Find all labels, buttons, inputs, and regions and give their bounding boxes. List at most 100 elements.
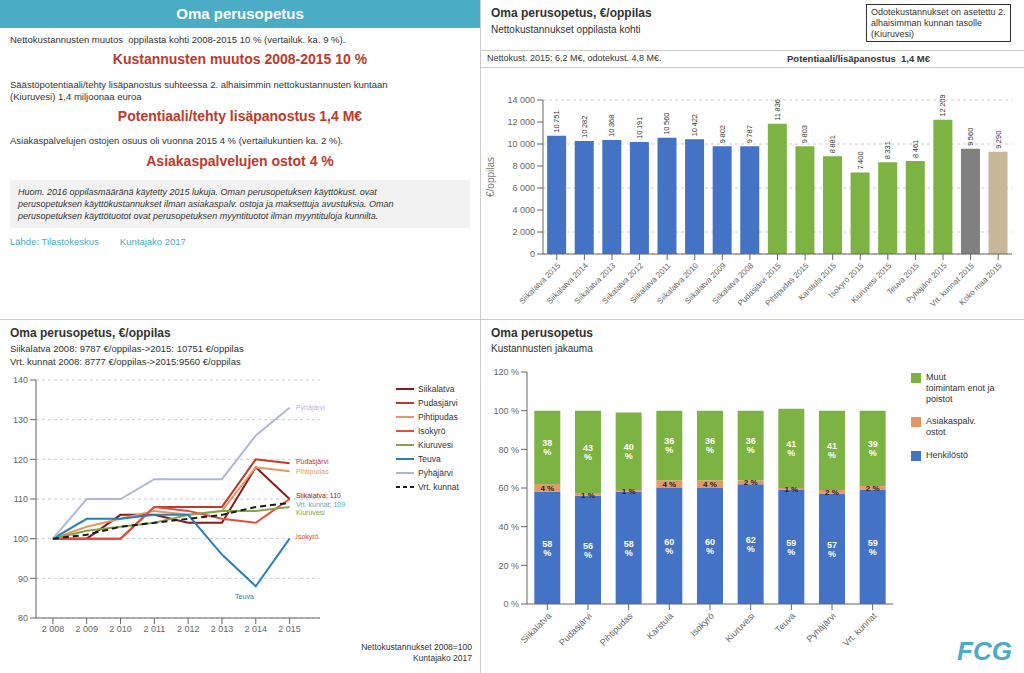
svg-text:20 %: 20 %: [498, 561, 519, 571]
svg-text:Pyhäjärvi: Pyhäjärvi: [296, 404, 325, 412]
svg-text:Vrt. kunnat; 109: Vrt. kunnat; 109: [296, 501, 345, 508]
svg-text:Isokyrö: Isokyrö: [296, 533, 319, 541]
svg-text:59%: 59%: [868, 538, 878, 557]
svg-text:2 %: 2 %: [825, 488, 839, 497]
svg-text:11 836: 11 836: [773, 99, 782, 121]
svg-text:12 000: 12 000: [507, 117, 535, 127]
svg-text:140: 140: [13, 375, 28, 385]
svg-text:€/oppilas: €/oppilas: [485, 157, 496, 197]
svg-text:2 014: 2 014: [244, 624, 267, 634]
svg-text:9 803: 9 803: [800, 125, 809, 143]
svg-text:14 000: 14 000: [507, 95, 535, 105]
svg-text:41%: 41%: [786, 439, 796, 458]
svg-text:2 009: 2 009: [75, 624, 98, 634]
svg-text:59%: 59%: [786, 538, 796, 557]
svg-text:10 191: 10 191: [635, 117, 644, 139]
svg-text:Isokyrö: Isokyrö: [688, 611, 716, 639]
svg-text:36%: 36%: [746, 436, 756, 455]
svg-text:41%: 41%: [827, 441, 837, 460]
svg-text:Siikalatva; 110: Siikalatva; 110: [296, 492, 341, 499]
svg-text:4 %: 4 %: [703, 480, 717, 489]
svg-text:Pudasjärvi: Pudasjärvi: [296, 458, 329, 466]
svg-text:10 282: 10 282: [580, 116, 589, 138]
svg-text:2 %: 2 %: [744, 478, 758, 487]
svg-text:Pihtipudas: Pihtipudas: [296, 468, 329, 476]
svg-text:100 %: 100 %: [493, 406, 519, 416]
svg-text:Kiuruvesi: Kiuruvesi: [723, 611, 756, 644]
svg-text:2 011: 2 011: [143, 624, 165, 634]
svg-text:40 %: 40 %: [498, 522, 519, 532]
svg-text:Pudasjärvi 2015: Pudasjärvi 2015: [736, 261, 783, 308]
svg-text:9 560: 9 560: [966, 128, 975, 146]
svg-text:2 010: 2 010: [109, 624, 132, 634]
svg-text:Siikalatva 2014: Siikalatva 2014: [545, 261, 590, 306]
svg-text:2 %: 2 %: [866, 484, 880, 493]
svg-text:10 751: 10 751: [552, 110, 561, 132]
svg-text:80 %: 80 %: [498, 445, 519, 455]
svg-text:2 000: 2 000: [512, 227, 535, 237]
svg-text:39%: 39%: [868, 439, 878, 458]
svg-text:Pyhäjärvi: Pyhäjärvi: [805, 611, 838, 644]
svg-text:8 000: 8 000: [512, 161, 535, 171]
svg-text:38%: 38%: [542, 438, 552, 457]
svg-text:2 013: 2 013: [211, 624, 234, 634]
svg-text:10 560: 10 560: [662, 112, 671, 134]
svg-text:Teuva: Teuva: [235, 593, 254, 600]
svg-text:90: 90: [18, 574, 28, 584]
svg-text:1 %: 1 %: [622, 487, 636, 496]
svg-text:Kiuruvesi: Kiuruvesi: [296, 509, 325, 516]
svg-text:60 %: 60 %: [498, 483, 519, 493]
svg-text:6 000: 6 000: [512, 183, 535, 193]
svg-text:9 802: 9 802: [718, 125, 727, 143]
svg-text:9 787: 9 787: [745, 125, 754, 143]
svg-text:2 008: 2 008: [42, 624, 65, 634]
svg-text:7 400: 7 400: [856, 151, 865, 169]
svg-text:8 331: 8 331: [883, 141, 892, 159]
svg-text:4 000: 4 000: [512, 205, 535, 215]
svg-text:36%: 36%: [664, 436, 674, 455]
svg-text:4 %: 4 %: [540, 484, 554, 493]
svg-text:58%: 58%: [624, 539, 634, 558]
svg-text:Pudasjärvi: Pudasjärvi: [557, 611, 594, 648]
svg-text:9 290: 9 290: [994, 131, 1003, 149]
svg-text:Siikalatva 2015: Siikalatva 2015: [517, 261, 563, 306]
svg-text:62%: 62%: [746, 535, 756, 554]
svg-text:60%: 60%: [705, 537, 715, 556]
svg-text:Teuva: Teuva: [773, 611, 797, 635]
svg-text:40%: 40%: [624, 442, 634, 461]
svg-text:0 %: 0 %: [503, 599, 519, 609]
svg-text:0: 0: [530, 249, 535, 259]
svg-text:2 015: 2 015: [278, 624, 301, 634]
svg-text:100: 100: [13, 534, 28, 544]
svg-text:56%: 56%: [583, 541, 593, 560]
svg-text:120 %: 120 %: [493, 367, 519, 377]
svg-text:Vrt. kunnat: Vrt. kunnat: [841, 611, 879, 649]
svg-text:10 000: 10 000: [507, 139, 535, 149]
svg-text:60%: 60%: [664, 537, 674, 556]
svg-text:Siikalatva: Siikalatva: [519, 611, 553, 645]
svg-text:8 881: 8 881: [828, 135, 837, 153]
svg-text:4 %: 4 %: [662, 480, 676, 489]
svg-text:58%: 58%: [542, 539, 552, 558]
svg-text:Pihtipudas 2015: Pihtipudas 2015: [763, 261, 811, 308]
svg-text:Vrt. kunnat 2015: Vrt. kunnat 2015: [928, 261, 976, 309]
svg-text:Pihtipudas: Pihtipudas: [598, 611, 635, 648]
svg-text:110: 110: [14, 494, 28, 504]
svg-text:36%: 36%: [705, 436, 715, 455]
svg-text:1 %: 1 %: [581, 491, 595, 500]
svg-text:12 209: 12 209: [938, 94, 947, 116]
svg-text:10 422: 10 422: [690, 114, 699, 136]
svg-text:Koko maa 2015: Koko maa 2015: [958, 261, 1004, 307]
svg-text:Karstula: Karstula: [645, 611, 675, 641]
svg-text:10 368: 10 368: [607, 115, 616, 137]
svg-text:8 461: 8 461: [911, 140, 920, 158]
svg-text:80: 80: [18, 613, 28, 623]
svg-text:2 012: 2 012: [177, 624, 200, 634]
svg-text:Kiuruvesi 2015: Kiuruvesi 2015: [849, 261, 893, 305]
svg-text:57%: 57%: [827, 540, 837, 559]
svg-text:130: 130: [13, 415, 28, 425]
svg-text:120: 120: [13, 455, 28, 465]
svg-text:Siikalatva 2013: Siikalatva 2013: [572, 261, 618, 306]
svg-text:1 %: 1 %: [784, 485, 798, 494]
svg-text:43%: 43%: [583, 443, 593, 462]
